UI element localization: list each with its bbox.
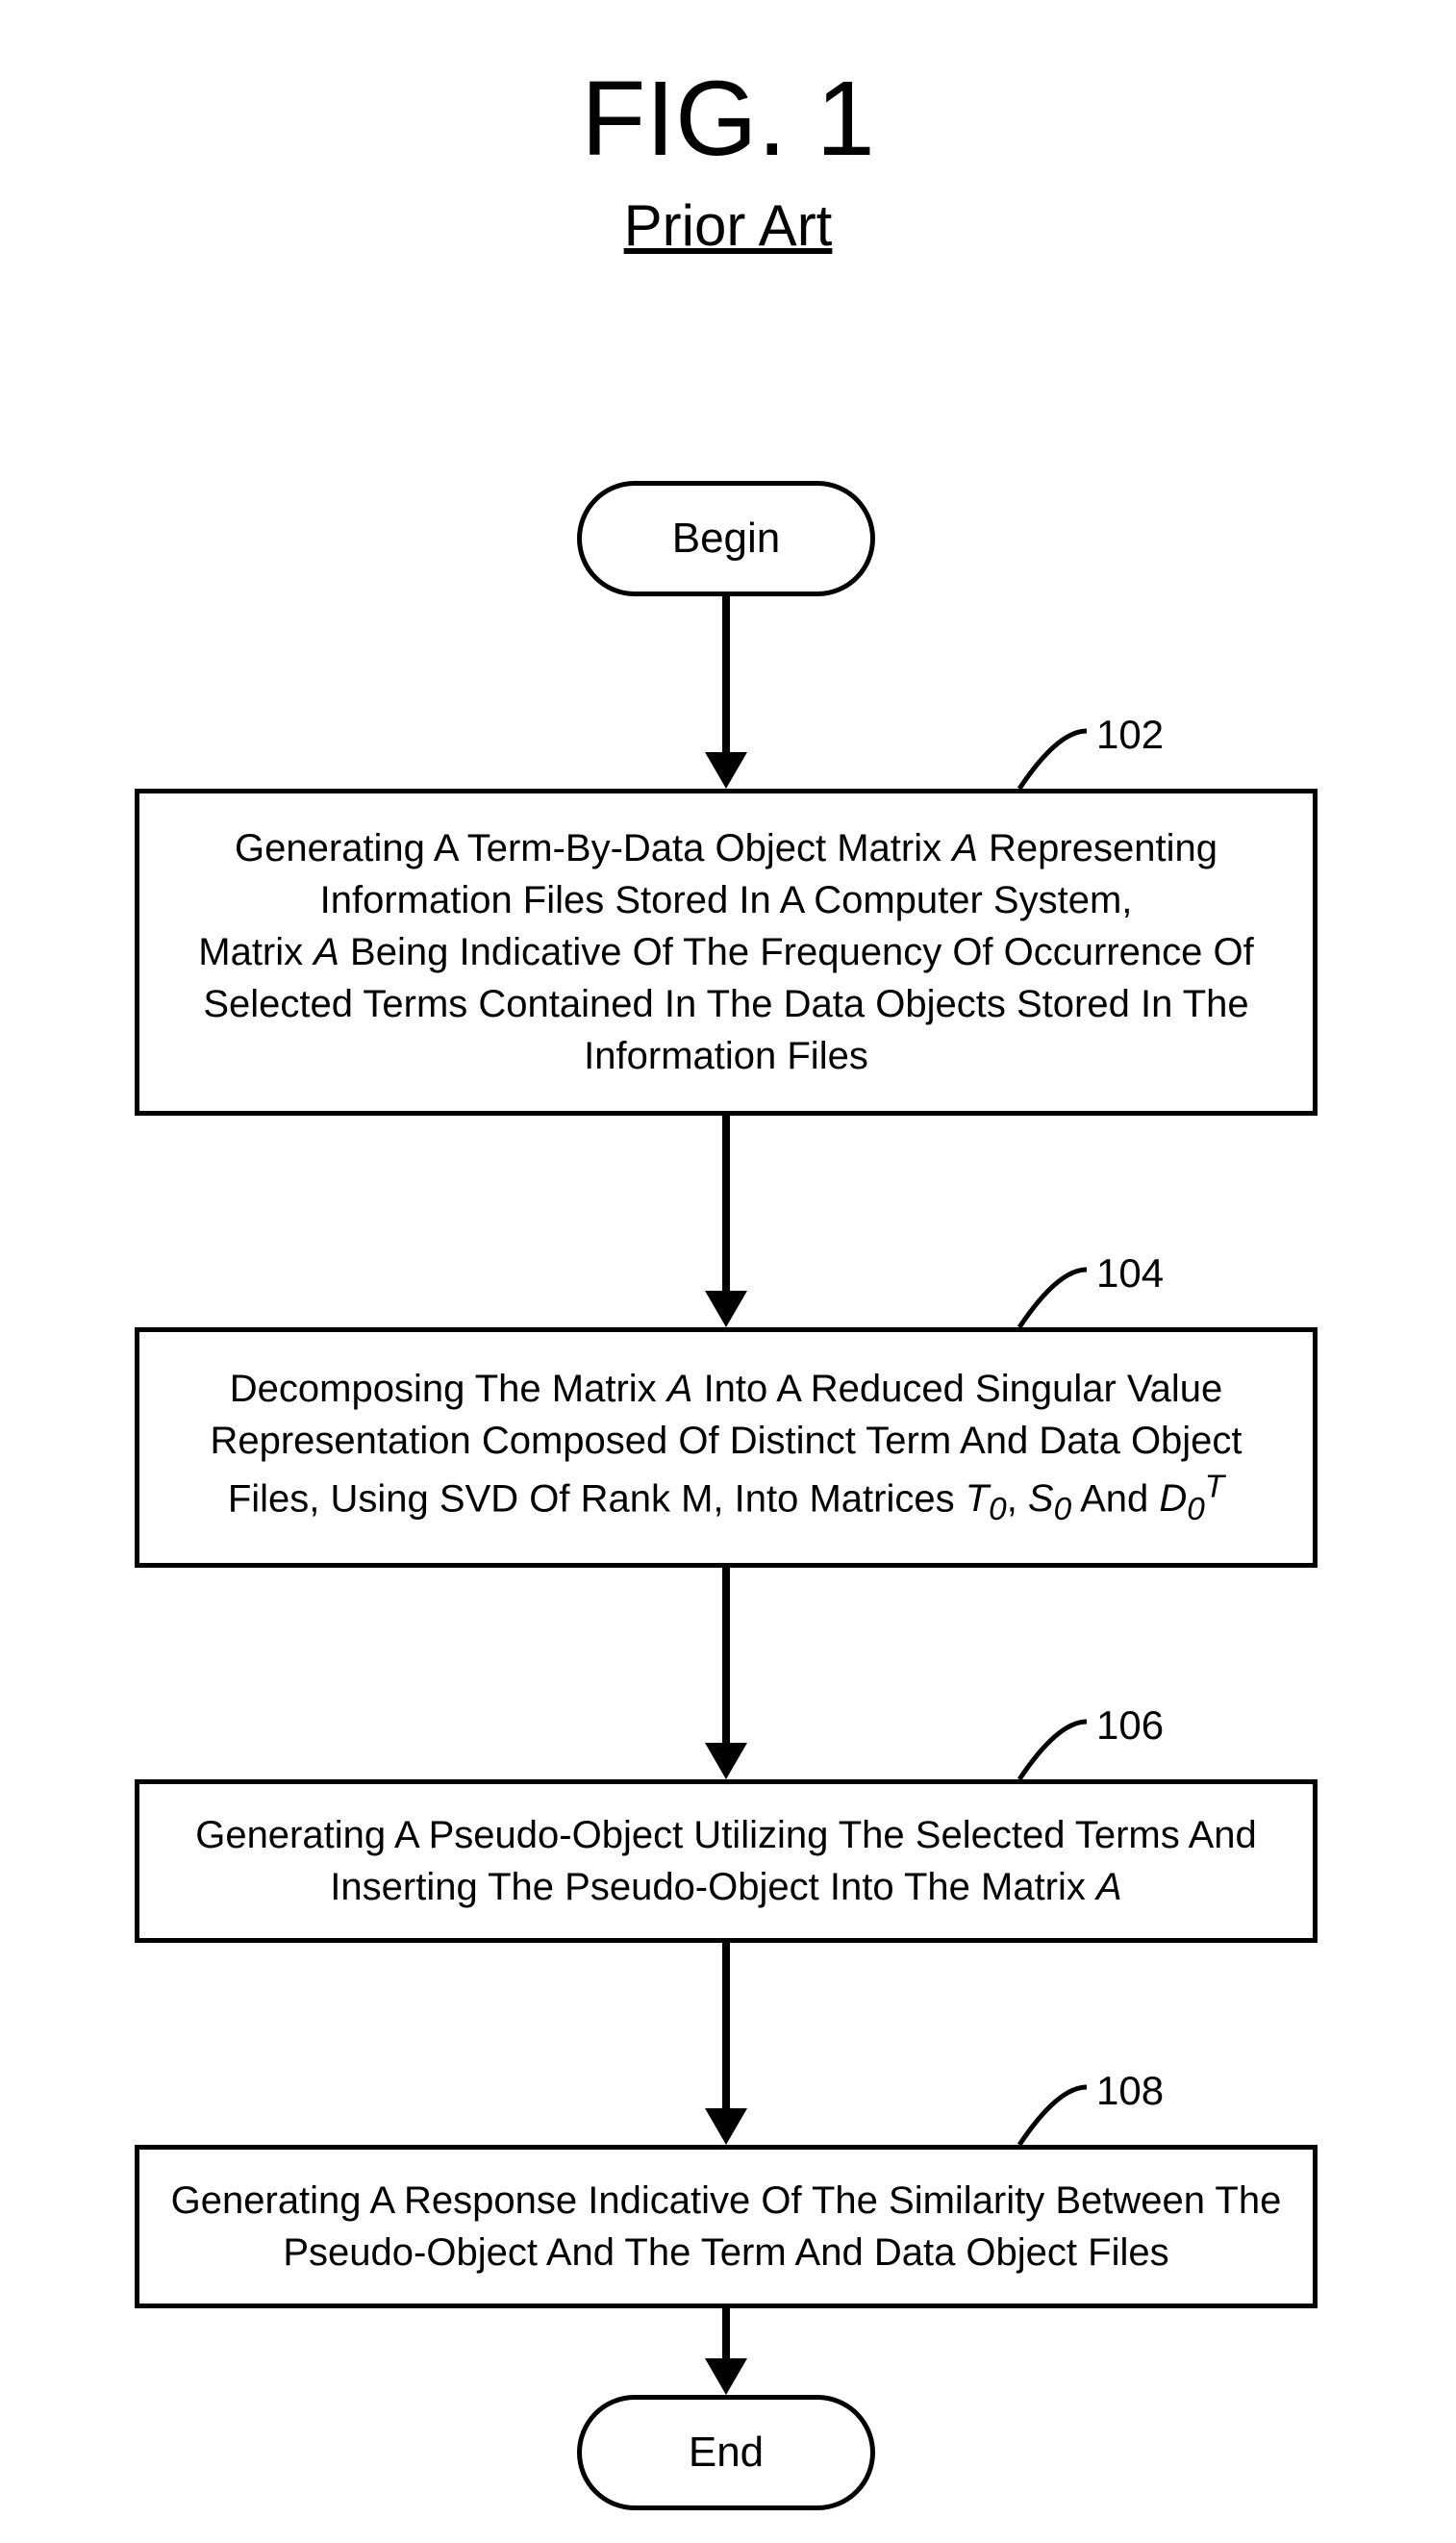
callout-label-108: 108 — [1096, 2068, 1164, 2114]
terminator-end: End — [577, 2395, 875, 2510]
callout-curve-icon — [0, 0, 1456, 2543]
terminator-end-label: End — [689, 2429, 764, 2477]
arrow-head-icon — [705, 2358, 747, 2395]
flowchart-page: FIG. 1 Prior Art Begin Generating A Term… — [0, 0, 1456, 2543]
arrow-line — [722, 2308, 730, 2358]
